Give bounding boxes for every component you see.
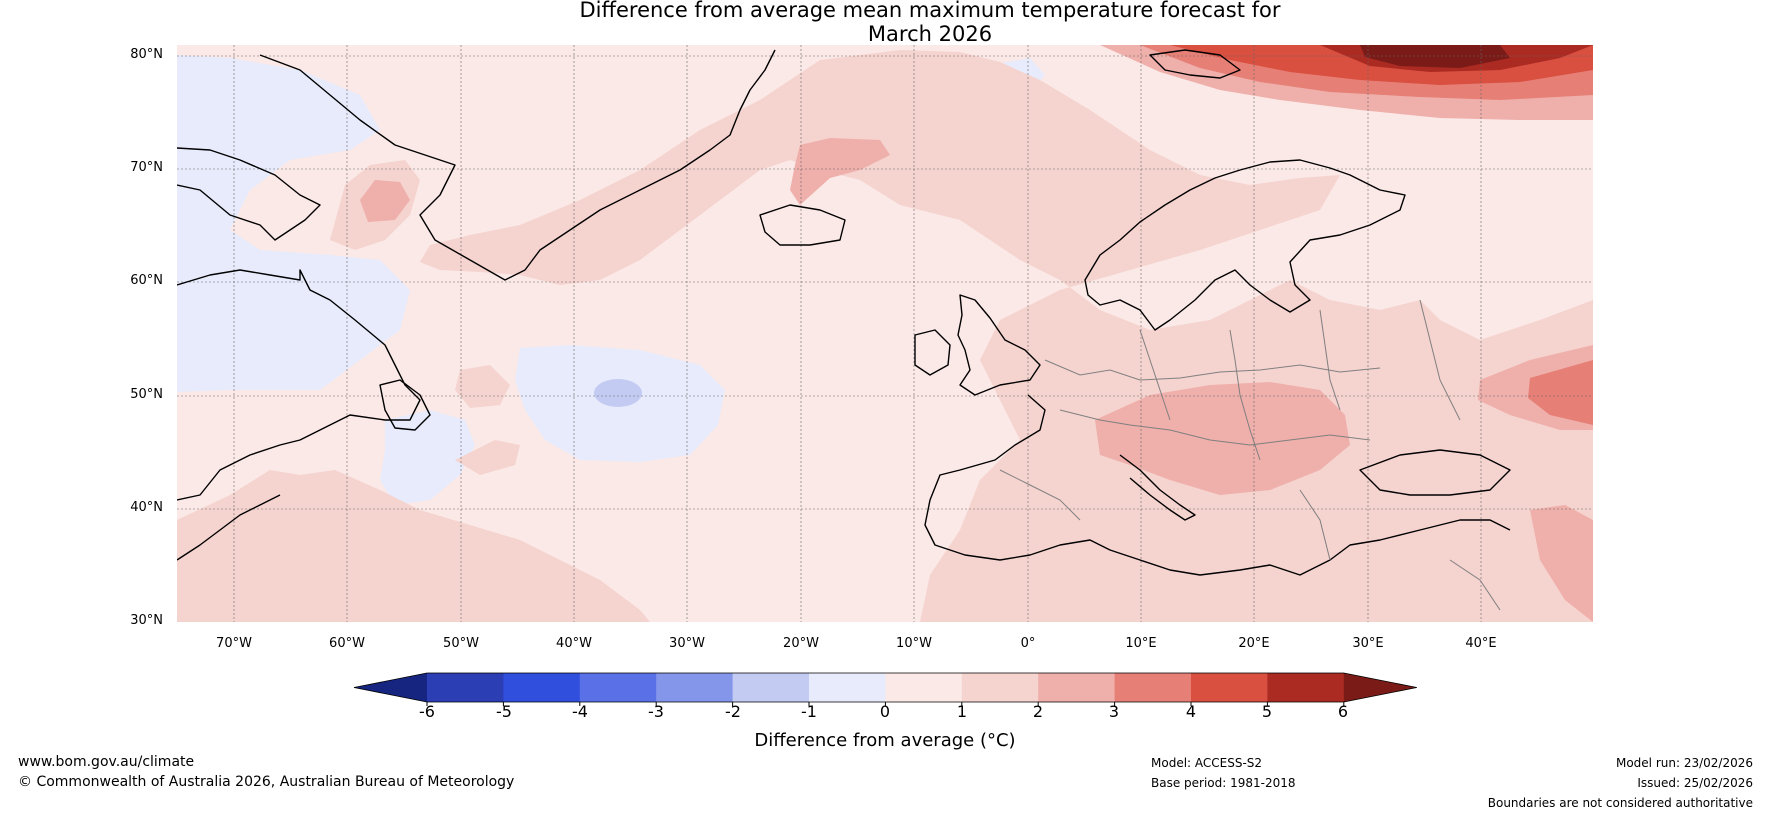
colorbar-tick-neg4: -4 (572, 702, 588, 721)
colorbar-tick-4: 4 (1185, 702, 1197, 721)
colorbar-tick-neg2: -2 (725, 702, 741, 721)
lon-label-20e: 20°E (1238, 636, 1270, 651)
colorbar-segment (1114, 673, 1192, 702)
footer-issued: Issued: 25/02/2026 (1637, 776, 1753, 790)
coast-scandinavia (1084, 159, 1406, 331)
colorbar-tick-5: 5 (1261, 702, 1273, 721)
warm-anomaly-central-europe (1095, 382, 1350, 495)
lon-label-10w: 10°W (896, 636, 932, 651)
colorbar-segment (1191, 673, 1268, 702)
map-title-line1: Difference from average mean maximum tem… (579, 0, 1281, 22)
coast-iberia-mediterranean (924, 394, 1511, 576)
warm-anomaly-southwest (177, 470, 650, 622)
coast-baffin (177, 147, 321, 241)
footer-base-period: Base period: 1981-2018 (1151, 776, 1296, 790)
warm-anomaly-barents-gt6 (1360, 45, 1510, 68)
warm-anomaly-atlantic-west (455, 365, 510, 408)
cool-anomaly-core (594, 379, 642, 407)
footer-copyright: © Commonwealth of Australia 2026, Austra… (18, 774, 515, 790)
lat-label-50: 50°N (130, 387, 163, 402)
coast-labrador (177, 269, 421, 501)
warm-anomaly-labrador-sea (360, 180, 410, 222)
lon-label-40e: 40°E (1465, 636, 1497, 651)
coast-black-sea (1359, 449, 1511, 496)
cool-anomaly-newfoundland (380, 410, 475, 505)
lon-label-40w: 40°W (556, 636, 592, 651)
coast-north-america-south (177, 494, 281, 561)
colorbar-segment (1038, 673, 1116, 702)
coastlines (177, 49, 1511, 576)
lon-label-70w: 70°W (216, 636, 252, 651)
footer-model-run: Model run: 23/02/2026 (1615, 756, 1753, 770)
footer-website[interactable]: www.bom.gov.au/climate (18, 754, 195, 770)
map-title-line2: March 2026 (867, 22, 993, 46)
colorbar-tick-0: 0 (879, 702, 891, 721)
colorbar-segment (579, 673, 657, 702)
colorbar (353, 672, 1417, 706)
colorbar-segment (656, 673, 734, 702)
warm-anomaly-denmark-strait (790, 138, 890, 205)
lon-label-50w: 50°W (443, 636, 479, 651)
coast-greenland (259, 49, 776, 281)
lon-label-10e: 10°E (1125, 636, 1157, 651)
warm-anomaly-atlantic-south (455, 440, 520, 475)
warm-anomaly-ural (1528, 360, 1593, 425)
colorbar-segment (809, 673, 886, 702)
footer-disclaimer: Boundaries are not considered authoritat… (1487, 796, 1753, 810)
country-borders (999, 299, 1501, 611)
lat-label-70: 70°N (130, 160, 163, 175)
colorbar-segment (961, 673, 1039, 702)
colorbar-tick-1: 1 (956, 702, 968, 721)
coast-newfoundland (379, 379, 431, 431)
cool-anomaly-labrador (177, 55, 410, 392)
lon-label-20w: 20°W (783, 636, 819, 651)
lat-label-40: 40°N (130, 500, 163, 515)
colorbar-tick-neg5: -5 (496, 702, 512, 721)
colorbar-segment (503, 673, 581, 702)
colorbar-tick-6: 6 (1337, 702, 1349, 721)
lon-label-0: 0° (1020, 636, 1036, 651)
colorbar-segment (885, 673, 963, 702)
colorbar-tick-neg3: -3 (648, 702, 664, 721)
coast-ireland (914, 329, 951, 376)
map-title: Difference from average mean maximum tem… (0, 0, 1770, 46)
lat-label-60: 60°N (130, 273, 163, 288)
colorbar-extend-high (1343, 673, 1417, 702)
coast-britain (957, 294, 1041, 396)
colorbar-tick-3: 3 (1108, 702, 1120, 721)
warm-anomaly-caspian (1530, 505, 1593, 622)
colorbar-tick-neg6: -6 (419, 702, 435, 721)
lon-label-60w: 60°W (329, 636, 365, 651)
colorbar-label: Difference from average (°C) (754, 730, 1016, 751)
coast-iceland (759, 204, 846, 246)
warm-anomaly-greenland-sea (420, 50, 1593, 622)
colorbar-segment (427, 673, 504, 702)
colorbar-tick-2: 2 (1032, 702, 1044, 721)
footer-model: Model: ACCESS-S2 (1151, 756, 1263, 770)
colorbar-tick-neg1: -1 (801, 702, 817, 721)
colorbar-segment (1267, 673, 1345, 702)
lat-label-30: 30°N (130, 613, 163, 628)
grid-lines (177, 45, 1593, 622)
colorbar-extend-low (354, 673, 427, 702)
lat-label-80: 80°N (130, 47, 163, 62)
lon-label-30w: 30°W (669, 636, 705, 651)
lon-label-30e: 30°E (1352, 636, 1384, 651)
coast-italy (1119, 454, 1196, 521)
colorbar-segment (732, 673, 810, 702)
coast-svalbard (1149, 49, 1241, 79)
